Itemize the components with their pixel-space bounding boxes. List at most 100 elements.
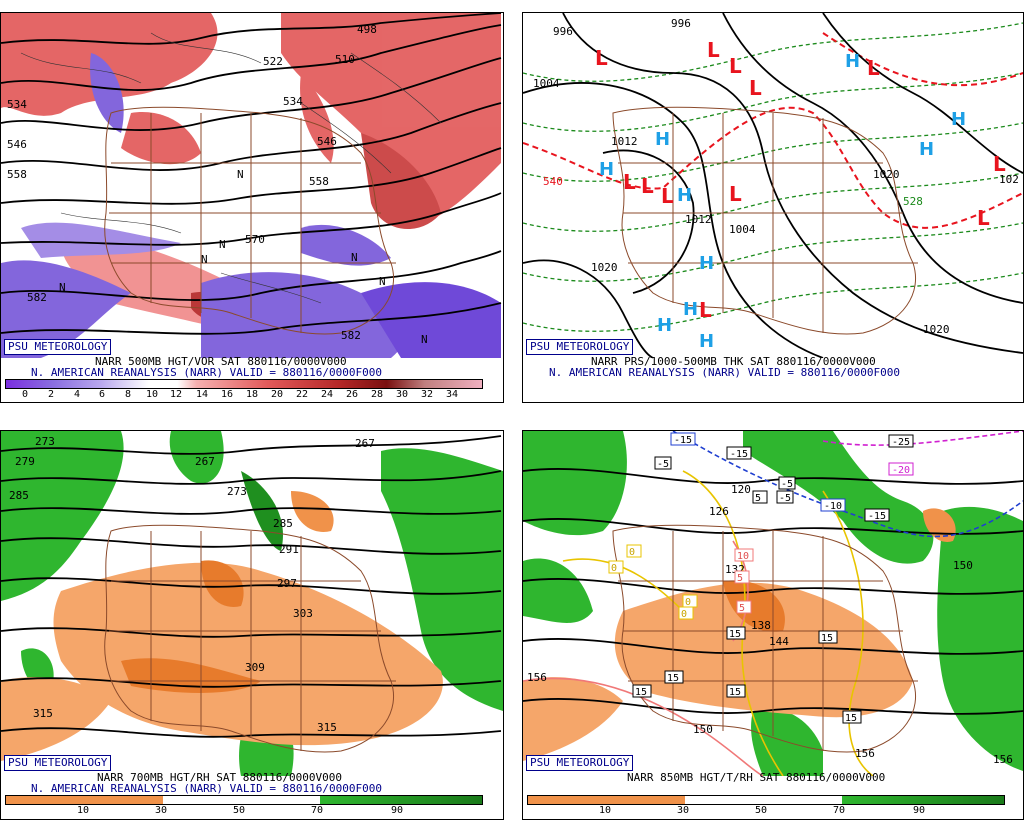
tick-label: 16 [220,389,234,400]
high-symbol: H [657,315,672,336]
isotherm-box: 5 [734,570,750,584]
contour-label: 534 [283,95,303,108]
low-symbol: L [977,206,990,230]
isotherm-box: -25 [888,434,914,448]
contour-label: 291 [279,543,299,556]
panel-850mb: 120 126 132 138 144 150 150 156 156 156 … [522,430,1024,820]
isotherm-box: 15 [726,684,746,698]
height-label: 150 [693,723,713,736]
isotherm-box: -5 [778,476,796,490]
contour-label: 267 [195,455,215,468]
tick-label: 18 [245,389,259,400]
colorbar-rh [5,795,483,805]
height-label: 120 [731,483,751,496]
high-symbol: H [677,185,692,206]
tick-label: 90 [912,805,926,816]
contour-label: 582 [341,329,361,342]
vorticity-symbol: N [351,251,358,264]
contour-label: 498 [357,23,377,36]
tick-label: 20 [270,389,284,400]
thickness-label: 540 [543,175,563,188]
isotherm-label: 5 [737,573,743,584]
isotherm-label: 0 [629,547,635,558]
tick-label: 70 [310,805,324,816]
high-symbol: H [699,253,714,274]
isotherm-label: -20 [892,465,910,476]
panel-title: NARR 850MB HGT/T/RH SAT 880116/0000V000 [627,771,886,784]
tick-label: 8 [124,389,132,400]
high-symbol: H [699,331,714,352]
vorticity-symbol: N [237,168,244,181]
height-label: 126 [709,505,729,518]
high-symbol: H [683,299,698,320]
height-label: 144 [769,635,789,648]
panel-pressure-thickness: 996 996 1004 1012 1012 1004 1020 1020 10… [522,12,1024,403]
tick-label: 90 [390,805,404,816]
vorticity-negative-areas [1,53,501,358]
low-symbol: L [729,54,742,78]
contour-label: 309 [245,661,265,674]
low-symbol: L [993,152,1006,176]
isotherm-label: -5 [779,493,791,504]
map-850mb-temp-rh: 120 126 132 138 144 150 150 156 156 156 … [523,431,1023,776]
map-pressure-thickness: 996 996 1004 1012 1012 1004 1020 1020 10… [523,13,1023,358]
tick-label: 32 [420,389,434,400]
thickness-540-line [523,32,1023,229]
tick-label: 24 [320,389,334,400]
tick-label: 34 [445,389,459,400]
vorticity-positive-areas [1,13,501,333]
branding-label: PSU METEOROLOGY [526,755,634,771]
high-pressure-centers: H H H H H H H H H H [599,51,966,352]
tick-label: 30 [154,805,168,816]
height-label: 150 [953,559,973,572]
isotherm-label: 0 [685,597,691,608]
tick-label: 10 [145,389,159,400]
source-line: N. AMERICAN REANALYSIS (NARR) VALID = 88… [549,366,900,379]
tick-label: 0 [21,389,29,400]
isotherm-box: -10 [820,498,846,512]
isobars [523,13,1023,358]
contour-label: 582 [27,291,47,304]
low-pressure-centers: L L L L L L L L L L L L [595,38,1006,322]
isotherm-box: -15 [670,432,696,446]
isobar-label: 102 [999,173,1019,186]
isotherm-label: 15 [667,673,679,684]
isotherm-label: 5 [755,493,761,504]
tick-label: 12 [169,389,183,400]
tick-label: 50 [754,805,768,816]
vorticity-contours [20,32,442,304]
isobar-label: 996 [671,17,691,30]
isobar-label: 1020 [873,168,900,181]
contour-label: 558 [7,168,27,181]
low-symbol: L [729,182,742,206]
isotherm-box: -5 [776,490,794,504]
low-symbol: L [867,56,880,80]
vorticity-symbol: N [421,333,428,346]
high-symbol: H [919,139,934,160]
contour-label: 510 [335,53,355,66]
tick-label: 2 [47,389,55,400]
isotherm-box: 0 [608,560,624,574]
low-symbol: L [641,174,654,198]
vorticity-symbol: N [219,238,226,251]
isobar-label: 996 [553,25,573,38]
low-symbol: L [595,46,608,70]
contour-label: 534 [7,98,27,111]
contour-label: 273 [227,485,247,498]
low-symbol: L [623,170,636,194]
contour-label: 546 [317,135,337,148]
branding-label: PSU METEOROLOGY [526,339,634,355]
isotherm-box: 0 [682,594,698,608]
isotherm-box: 15 [664,670,684,684]
isobar-label: 1020 [923,323,950,336]
low-symbol: L [707,38,720,62]
isobar-label: 1004 [729,223,756,236]
isotherm-label: 10 [737,551,749,562]
contour-label: 285 [273,517,293,530]
isotherm-label: 15 [729,629,741,640]
height-contours [1,435,502,738]
isotherm-box: -15 [864,508,890,522]
isotherm-label: -25 [892,437,910,448]
tick-label: 30 [676,805,690,816]
colorbar-vorticity [5,379,483,389]
